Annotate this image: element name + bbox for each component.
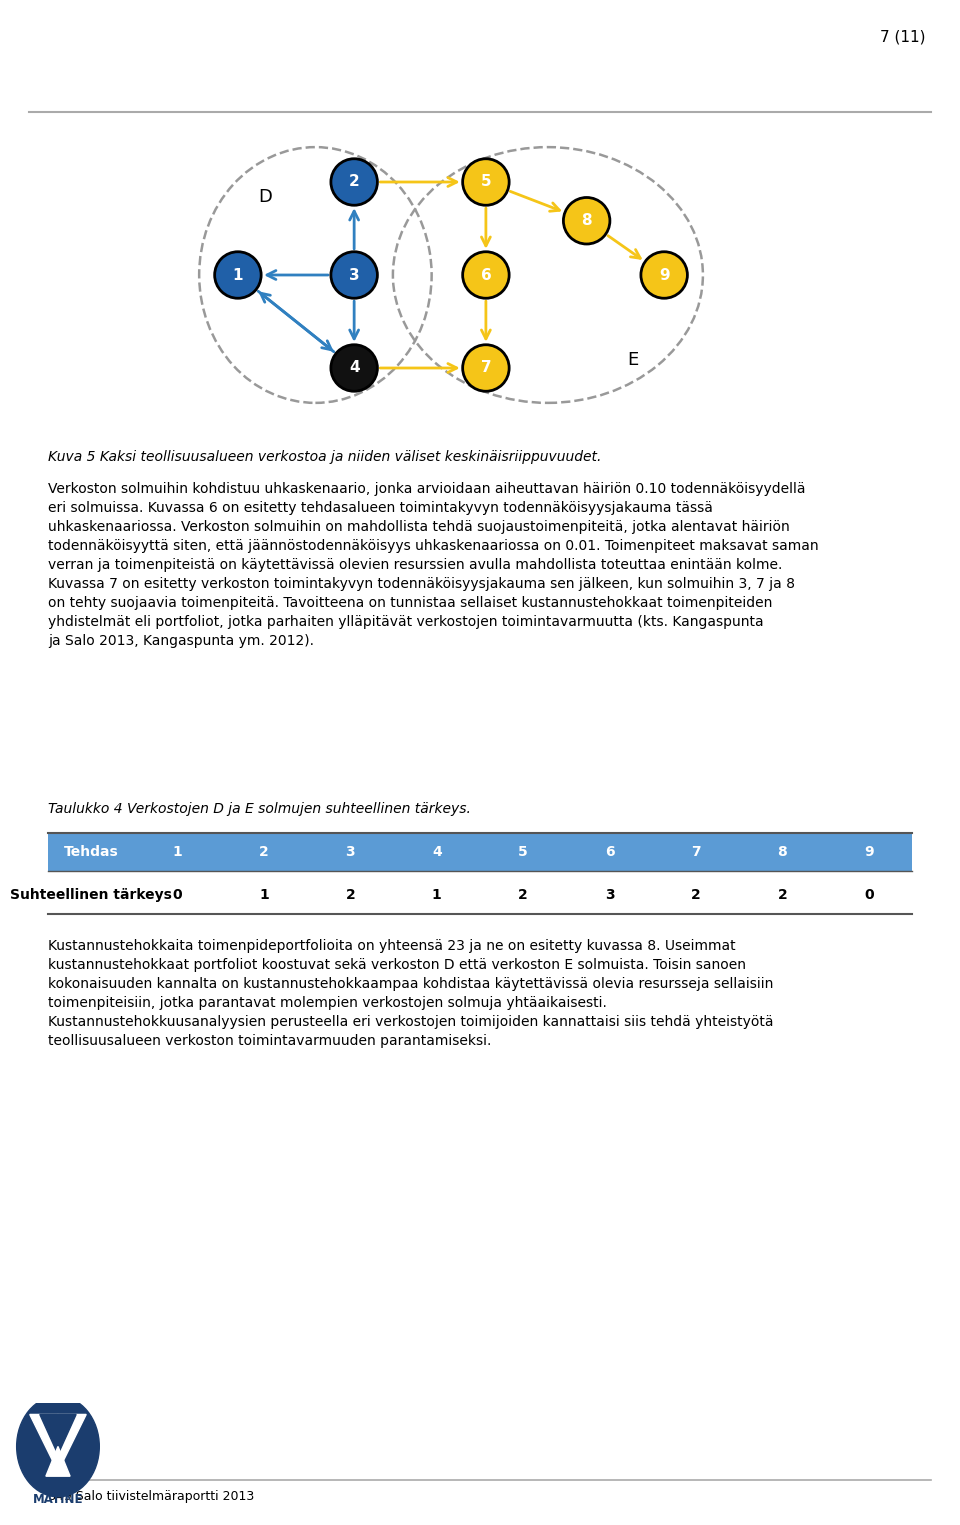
- Text: 849 Salo tiivistelmäraportti 2013: 849 Salo tiivistelmäraportti 2013: [48, 1490, 254, 1504]
- Text: 0: 0: [864, 888, 874, 901]
- Text: 2: 2: [348, 174, 360, 189]
- Text: 2: 2: [346, 888, 355, 901]
- Text: 3: 3: [346, 845, 355, 859]
- Text: 7: 7: [691, 845, 701, 859]
- Text: 6: 6: [481, 267, 492, 282]
- Text: 9: 9: [864, 845, 874, 859]
- Circle shape: [463, 159, 509, 206]
- Text: Suhteellinen tärkeys: Suhteellinen tärkeys: [11, 888, 172, 901]
- Text: 7 (11): 7 (11): [879, 30, 925, 46]
- Text: 5: 5: [518, 845, 528, 859]
- Circle shape: [564, 198, 610, 244]
- Circle shape: [641, 252, 687, 299]
- Text: 0: 0: [173, 888, 182, 901]
- Text: 2: 2: [259, 845, 269, 859]
- Circle shape: [215, 252, 261, 299]
- Text: 1: 1: [432, 888, 442, 901]
- Polygon shape: [46, 1446, 70, 1476]
- Text: 1: 1: [232, 267, 243, 282]
- Circle shape: [463, 345, 509, 392]
- Circle shape: [463, 252, 509, 299]
- Text: 3: 3: [348, 267, 359, 282]
- Text: 5: 5: [481, 174, 492, 189]
- Bar: [48, 833, 912, 871]
- Text: 2: 2: [778, 888, 787, 901]
- Text: Tehdas: Tehdas: [63, 845, 119, 859]
- Text: 9: 9: [659, 267, 669, 282]
- Text: 6: 6: [605, 845, 614, 859]
- Text: 2: 2: [518, 888, 528, 901]
- Circle shape: [331, 159, 377, 206]
- Text: 1: 1: [173, 845, 182, 859]
- Text: 4: 4: [348, 360, 359, 375]
- Text: E: E: [628, 351, 638, 369]
- Polygon shape: [30, 1415, 58, 1472]
- Text: Kuva 5 Kaksi teollisuusalueen verkostoa ja niiden väliset keskinäisriippuvuudet.: Kuva 5 Kaksi teollisuusalueen verkostoa …: [48, 450, 601, 464]
- Text: 8: 8: [778, 845, 787, 859]
- Text: D: D: [258, 189, 272, 206]
- Text: Verkoston solmuihin kohdistuu uhkaskenaario, jonka arvioidaan aiheuttavan häiriö: Verkoston solmuihin kohdistuu uhkaskenaa…: [48, 482, 819, 648]
- Text: Taulukko 4 Verkostojen D ja E solmujen suhteellinen tärkeys.: Taulukko 4 Verkostojen D ja E solmujen s…: [48, 802, 470, 816]
- Text: 3: 3: [605, 888, 614, 901]
- Text: 1: 1: [259, 888, 269, 901]
- Text: MATINE: MATINE: [33, 1493, 84, 1507]
- Text: Kustannustehokkaita toimenpideportfolioita on yhteensä 23 ja ne on esitetty kuva: Kustannustehokkaita toimenpideportfolioi…: [48, 939, 774, 1048]
- Ellipse shape: [16, 1397, 99, 1498]
- Polygon shape: [58, 1415, 86, 1472]
- Text: 4: 4: [432, 845, 442, 859]
- Polygon shape: [40, 1415, 76, 1455]
- Text: 2: 2: [691, 888, 701, 901]
- Text: 7: 7: [481, 360, 492, 375]
- Circle shape: [331, 252, 377, 299]
- Circle shape: [331, 345, 377, 392]
- Text: 8: 8: [582, 214, 592, 229]
